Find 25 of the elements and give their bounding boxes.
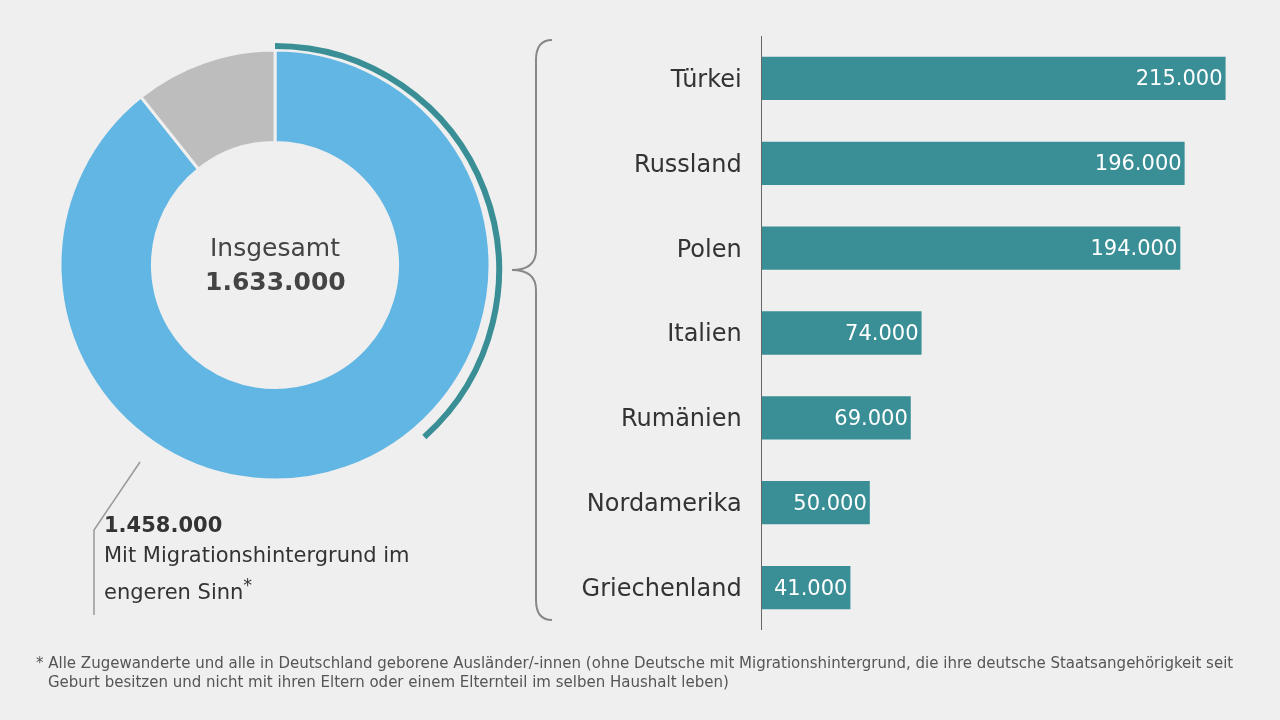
slice-label: Mit Migrationshintergrund im engeren Sinn$^{*}$ — [104, 543, 410, 604]
text: Insgesamt — [210, 233, 341, 262]
y-tick-label: Griechenland — [581, 573, 742, 602]
bar — [762, 141, 1185, 185]
data-label: 1.458.000 — [104, 512, 224, 539]
y-tick-label: Italien — [667, 319, 742, 348]
text: * Alle Zugewanderte und alle in Deutschland geborene Ausländer/-innen (ohne Deutsche mit Migrationshintergrund, die ihre deutsche Staatsangehörigkeit seit Geburt besitzen und nicht mit ihren Eltern oder einem Elternteil im selben Haushalt leben) — [36, 654, 1235, 692]
y-tick-label: Türkei — [669, 64, 742, 93]
bar — [762, 226, 1181, 270]
donut-slice — [60, 50, 490, 482]
data-label: 69.000 — [834, 405, 908, 430]
data-label: 41.000 — [773, 575, 848, 600]
bar — [762, 56, 1226, 101]
data-label: 215.000 — [1135, 66, 1223, 91]
data-label: 50.000 — [793, 490, 867, 515]
data-label: 196.000 — [1094, 151, 1182, 176]
data-label: 74.000 — [845, 321, 919, 345]
bar — [762, 396, 911, 440]
y-tick-label: Nordamerika — [586, 489, 742, 518]
data-label: 194.000 — [1090, 236, 1178, 261]
text: 1.633.000 — [205, 267, 346, 296]
y-tick-label: Polen — [676, 234, 742, 263]
bar — [762, 311, 922, 355]
y-tick-label: Russland — [634, 149, 742, 178]
y-tick-label: Rumänien — [620, 404, 742, 433]
